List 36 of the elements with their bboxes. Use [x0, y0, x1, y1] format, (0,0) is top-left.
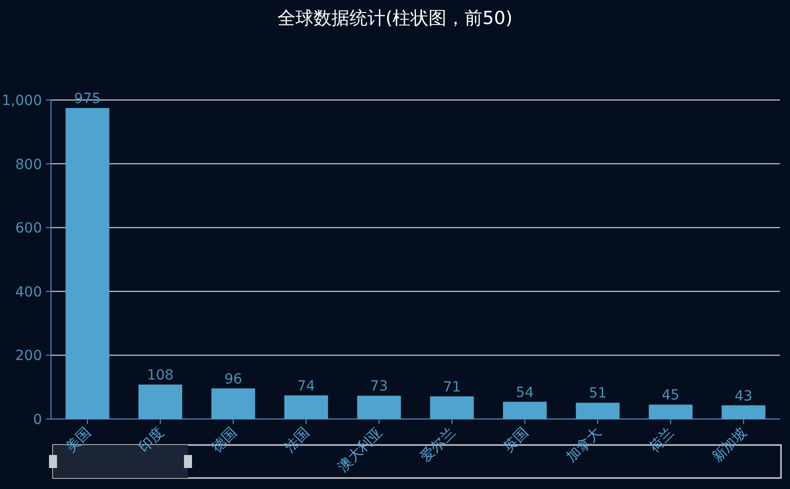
x-tick-label: 新加坡 — [709, 424, 750, 466]
x-tick-label: 加拿大 — [564, 424, 605, 466]
bar — [284, 395, 328, 419]
y-tick-label: 1,000 — [2, 93, 42, 109]
bar — [138, 384, 182, 419]
bar — [211, 388, 256, 419]
x-tick-label: 澳大利亚 — [334, 424, 386, 476]
y-tick-label: 600 — [15, 220, 42, 237]
x-tick-label: 印度 — [136, 424, 168, 456]
bar — [66, 108, 110, 419]
x-tick-label: 德国 — [208, 424, 240, 456]
bar — [430, 396, 474, 419]
y-tick-label: 0 — [33, 412, 42, 428]
data-label: 71 — [443, 379, 461, 396]
y-tick-label: 200 — [15, 348, 42, 364]
bar — [357, 396, 401, 419]
y-tick-label: 400 — [15, 284, 42, 300]
x-tick-label: 美国 — [63, 424, 94, 456]
data-label: 51 — [588, 386, 607, 402]
x-tick-label: 法国 — [282, 424, 313, 456]
chart-title: 全球数据统计(柱状图，前50) — [278, 8, 512, 29]
data-label: 73 — [370, 378, 388, 395]
x-tick-label: 英国 — [500, 424, 532, 456]
data-label: 96 — [224, 371, 242, 388]
y-tick-label: 800 — [15, 156, 42, 173]
data-label: 74 — [297, 378, 316, 394]
data-label: 43 — [734, 388, 752, 404]
data-label: 108 — [146, 368, 174, 384]
bar — [722, 405, 766, 419]
data-label: 45 — [662, 388, 680, 404]
bar — [502, 402, 547, 419]
bar — [648, 404, 693, 419]
data-label: 54 — [516, 384, 534, 401]
x-tick-label: 爱尔兰 — [418, 424, 459, 466]
bar — [576, 402, 620, 419]
x-tick-label: 荷兰 — [646, 424, 678, 456]
